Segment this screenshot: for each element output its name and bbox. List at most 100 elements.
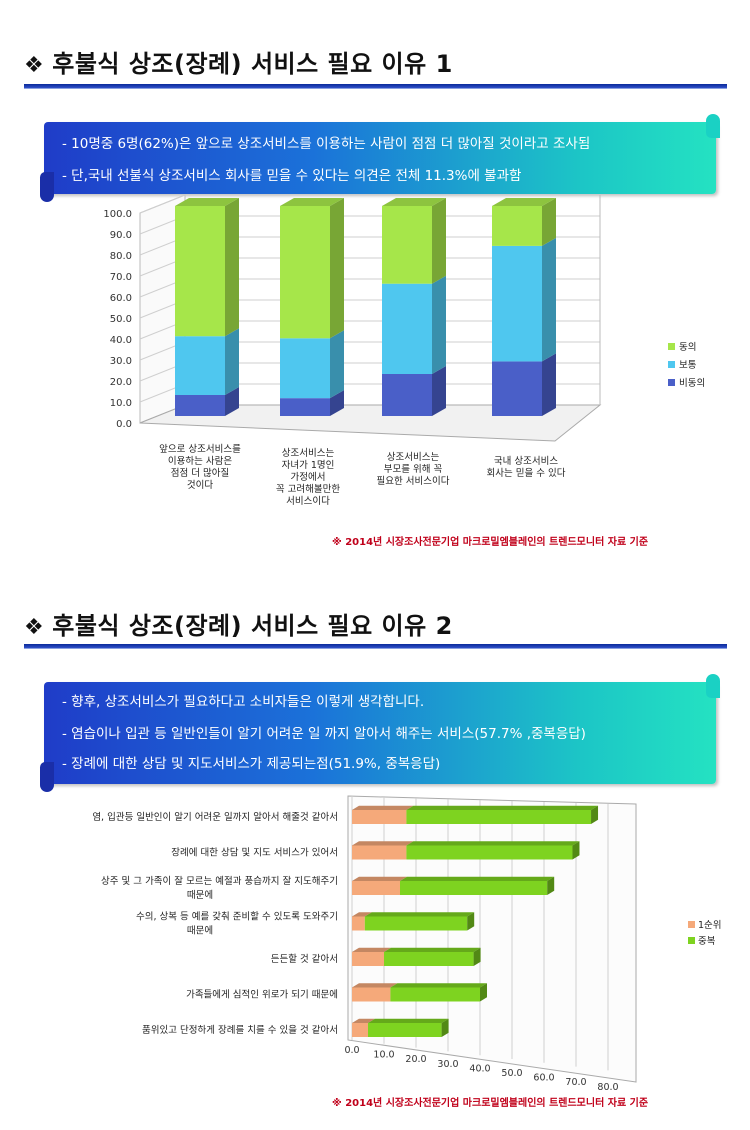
bar-side (542, 237, 556, 362)
diamond-bullet-icon: ❖ (24, 615, 45, 640)
bar-segment-보통 (382, 283, 432, 374)
bar-top (382, 198, 446, 206)
banner-line: - 단,국내 선불식 상조서비스 회사를 믿을 수 있다는 의견은 전체 11.… (62, 168, 522, 184)
bar-top (400, 876, 555, 881)
bar-top (368, 1018, 449, 1023)
bar-side (225, 387, 239, 416)
x-tick-label: 80.0 (597, 1082, 618, 1093)
scroll-curl-left (40, 762, 54, 792)
x-category-label: 국내 상조서비스 (494, 456, 558, 467)
x-category-label: 회사는 믿을 수 있다 (487, 467, 566, 479)
bar-side (225, 198, 239, 337)
plot-wall (347, 795, 637, 1083)
bar-end (473, 947, 481, 966)
x-tick-label: 10.0 (373, 1050, 394, 1061)
x-category-label: 앞으로 상조서비스를 (159, 443, 241, 455)
bar-segment-1순위 (352, 952, 384, 966)
bar-end (441, 1018, 449, 1037)
bar-side (330, 198, 344, 339)
bar-segment-보통 (492, 245, 542, 362)
bar-top (352, 805, 414, 810)
y-category-label: 상주 및 그 가족이 잘 모르는 예절과 풍습까지 잘 지도해주기 (101, 875, 338, 887)
banner-line: - 향후, 상조서비스가 필요하다고 소비자들은 이렇게 생각합니다. (62, 694, 425, 710)
legend-label: 1순위 (698, 919, 722, 931)
bar-segment-비동의 (175, 395, 225, 416)
x-category-label: 가정에서 (291, 472, 326, 483)
x-category-label: 꼭 고려해볼만한 (276, 483, 340, 495)
x-tick-label: 70.0 (565, 1077, 586, 1088)
bar-segment-1순위 (352, 810, 407, 824)
bar-side (432, 366, 446, 416)
bar-segment-중복 (406, 845, 573, 860)
x-tick-label: 0.0 (344, 1045, 359, 1056)
y-tick-label: 60.0 (110, 293, 132, 304)
section-2-title: ❖ 후불식 상조(장례) 서비스 필요 이유 2 (24, 606, 453, 641)
legend-label: 보통 (679, 360, 697, 371)
bar-side (432, 275, 446, 374)
bar-top (406, 841, 580, 846)
bar-segment-1순위 (352, 1023, 368, 1037)
legend-swatch (688, 937, 695, 944)
section-2-divider (24, 644, 727, 649)
bar-segment-중복 (406, 810, 592, 824)
banner-line: - 장례에 대한 상담 및 지도서비스가 제공되는점(51.9%, 중복응답) (62, 756, 441, 772)
source-note: ※ 2014년 시장조사전문기업 마크로밀엠블레인의 트렌드모니터 자료 기준 (332, 537, 649, 548)
section-1-divider (24, 84, 727, 89)
bar-top (390, 983, 487, 988)
y-tick-label: 70.0 (110, 272, 132, 283)
section-1-title: ❖ 후불식 상조(장례) 서비스 필요 이유 1 (24, 44, 453, 79)
x-category-label: 부모를 위해 꼭 (384, 463, 443, 475)
bar-segment-중복 (384, 952, 474, 966)
y-category-label: 염, 입관등 일반인이 알기 어려운 일까지 알아서 해줄것 같아서 (92, 811, 338, 823)
bar-segment-비동의 (492, 361, 542, 416)
source-note: ※ 2014년 시장조사전문기업 마크로밀엠블레인의 트렌드모니터 자료 기준 (332, 1098, 649, 1109)
section-2-banner: - 향후, 상조서비스가 필요하다고 소비자들은 이렇게 생각합니다. - 염습… (40, 674, 720, 792)
x-category-label: 서비스이다 (286, 496, 330, 507)
bar-segment-중복 (364, 916, 468, 931)
y-tick-label: 0.0 (116, 419, 132, 430)
section-1-banner: - 10명중 6명(62%)은 앞으로 상조서비스를 이용하는 사람이 점점 더… (40, 114, 720, 202)
y-tick-label: 30.0 (110, 356, 132, 367)
legend-label: 중복 (698, 936, 716, 947)
bar-segment-1순위 (352, 916, 365, 931)
bar-top (364, 912, 475, 917)
x-category-label: 상조서비스는 (282, 448, 335, 459)
y-category-label: 가족들에게 심적인 위로가 되기 때문에 (186, 989, 338, 1001)
bar-side (330, 330, 344, 399)
bar-end (480, 983, 487, 1002)
y-tick-label: 90.0 (110, 230, 132, 241)
x-tick-label: 20.0 (405, 1054, 426, 1065)
bar-top (352, 947, 391, 952)
bar-segment-1순위 (352, 845, 407, 860)
x-category-label: 이용하는 사람은 (168, 455, 232, 467)
banner-line: - 염습이나 입관 등 일반인들이 알기 어려운 일 까지 알아서 해주는 서비… (62, 726, 586, 742)
bar-side (225, 328, 239, 395)
y-category-label: 때문에 (187, 890, 213, 901)
y-tick-label: 20.0 (110, 377, 132, 388)
bar-top (384, 947, 481, 952)
legend-label: 비동의 (679, 378, 705, 389)
banner-line: - 10명중 6명(62%)은 앞으로 상조서비스를 이용하는 사람이 점점 더… (62, 136, 591, 152)
legend-label: 동의 (679, 342, 696, 353)
section-2-title-text: 후불식 상조(장례) 서비스 필요 이유 2 (52, 612, 453, 640)
x-category-label: 상조서비스는 (387, 452, 440, 463)
bar-top (492, 198, 556, 206)
bar-top (280, 198, 344, 206)
bar-top (175, 198, 239, 206)
x-tick-label: 60.0 (533, 1073, 554, 1084)
legend-swatch (668, 343, 675, 350)
bar-segment-보통 (280, 338, 330, 399)
diamond-bullet-icon: ❖ (24, 53, 45, 78)
y-category-label: 수의, 상복 등 예를 갖춰 준비할 수 있도록 도와주기 (136, 911, 338, 923)
bar-side (542, 353, 556, 416)
y-category-label: 때문에 (187, 926, 213, 937)
bar-side (432, 198, 446, 284)
bar-top (406, 805, 599, 810)
x-category-label: 필요한 서비스이다 (377, 475, 450, 487)
legend-swatch (668, 379, 675, 386)
bar-segment-1순위 (352, 987, 391, 1002)
section-1-title-text: 후불식 상조(장례) 서비스 필요 이유 1 (52, 50, 453, 78)
bar-top (352, 912, 372, 917)
x-tick-label: 30.0 (437, 1059, 458, 1070)
